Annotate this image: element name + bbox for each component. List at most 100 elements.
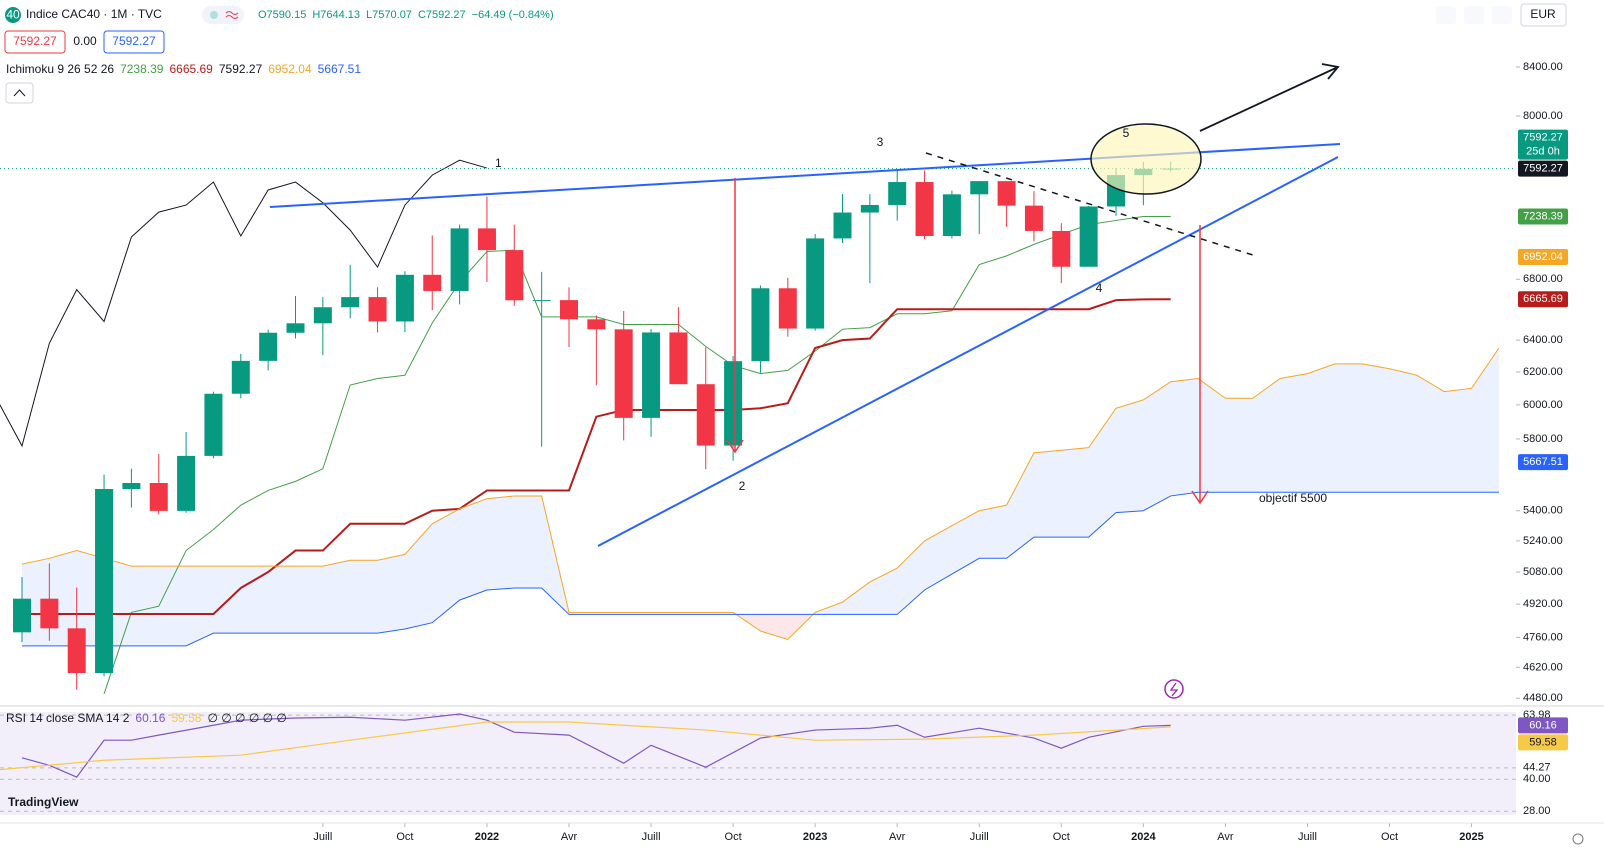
ask: 7592.27: [112, 34, 156, 48]
x-tick-label: 2023: [803, 831, 827, 843]
x-tick-label: Oct: [1381, 831, 1398, 843]
cloud: [1198, 378, 1226, 493]
cloud: [432, 508, 460, 623]
x-tick-label: Juill: [313, 831, 332, 843]
last-price-tag: [1518, 129, 1568, 160]
candle-body: [915, 182, 934, 237]
x-tick-label: 2022: [475, 831, 499, 843]
candle-body: [313, 307, 332, 324]
symbol-badge: 40: [6, 8, 20, 22]
cloud: [459, 498, 487, 601]
bid-box[interactable]: [4, 30, 66, 54]
arrow: [1191, 225, 1209, 505]
y-tick-label: 5240.00: [1523, 535, 1563, 547]
arrow: [726, 178, 744, 454]
indicator-tag: [1518, 454, 1568, 471]
indicator-tag: [1518, 208, 1568, 225]
last-price-label: 7592.27: [1523, 131, 1563, 143]
line: [22, 298, 1171, 616]
candle-body: [204, 393, 223, 456]
candle-body: [860, 204, 879, 213]
ohlc-value: H7644.13: [312, 9, 360, 21]
y-tick-label: 8400.00: [1523, 61, 1563, 73]
y-tick-label: 8000.00: [1523, 110, 1563, 122]
ohlc-value: C7592.27: [418, 9, 466, 21]
candle-body: [532, 300, 551, 302]
candle-body: [341, 297, 360, 308]
annotation: 4: [1096, 281, 1103, 295]
ohlc-value: O7590.15: [258, 9, 306, 21]
line: [21, 347, 1500, 641]
cloud: [897, 540, 925, 615]
y-tick-label: 6000.00: [1523, 399, 1563, 411]
status-dot: [210, 11, 218, 19]
candle-body: [149, 483, 168, 511]
bid: 7592.27: [13, 34, 57, 48]
annotation: 3: [877, 135, 884, 149]
cloud: [1061, 447, 1089, 538]
x-tick-label: Oct: [396, 831, 413, 843]
candle-body: [95, 488, 114, 674]
cloud: [1307, 363, 1335, 493]
cloud: [760, 614, 788, 640]
trend-line: [597, 156, 1339, 547]
cloud: [651, 612, 679, 615]
line: [0, 159, 488, 448]
x-tick-label: 2024: [1131, 831, 1156, 843]
rsi-tick-label: 28.00: [1523, 805, 1551, 817]
cloud: [186, 566, 214, 646]
toolbar-button[interactable]: [1492, 6, 1512, 24]
indicator-value: 7238.39: [120, 62, 164, 76]
x-tick-label: Juill: [970, 831, 989, 843]
candle-body: [560, 300, 578, 320]
cloud: [1225, 398, 1253, 493]
ask-box[interactable]: [103, 30, 165, 54]
cloud: [1116, 399, 1144, 513]
status-pill[interactable]: [202, 6, 244, 24]
currency-button[interactable]: [1520, 3, 1567, 27]
candle-body: [231, 360, 250, 394]
line: [21, 713, 1171, 778]
line: [103, 215, 1171, 694]
candle-body: [669, 332, 688, 385]
collapse-icon: [13, 89, 26, 97]
candle-body: [122, 483, 141, 489]
logo: TradingView: [8, 795, 79, 809]
countdown: 25d 0h: [1526, 145, 1560, 157]
cloud: [569, 612, 597, 615]
y-tick-label: 5080.00: [1523, 566, 1563, 578]
x-tick-label: Oct: [1053, 831, 1070, 843]
indicator-tag: [1518, 291, 1568, 308]
cloud: [158, 566, 187, 646]
cloud: [1416, 375, 1445, 493]
event-icon[interactable]: [1164, 679, 1184, 699]
settings-icon[interactable]: [1572, 833, 1584, 845]
candle-body: [505, 250, 524, 301]
candle-body: [67, 628, 86, 674]
indicator-value: 6665.69: [169, 62, 213, 76]
candle-body: [614, 329, 633, 418]
rsi-tag: [1518, 734, 1568, 751]
toolbar-button[interactable]: [1436, 6, 1456, 24]
x-tick-label: Oct: [725, 831, 742, 843]
cloud: [1280, 373, 1308, 493]
symbol-title[interactable]: Indice CAC40 · 1M · TVC: [26, 7, 162, 21]
rsi-tag-label: 60.16: [1529, 719, 1557, 731]
cloud: [951, 510, 980, 575]
candle-body: [696, 384, 715, 446]
ohlc-value: −64.49 (−0.84%): [472, 9, 554, 21]
indicator-tag-label: 6952.04: [1523, 251, 1563, 263]
cloud: [486, 495, 515, 590]
rsi-tag-label: 59.58: [1529, 736, 1557, 748]
toolbar-button[interactable]: [1464, 6, 1484, 24]
collapse-button[interactable]: [5, 82, 34, 104]
rsi-tick-label: 44.27: [1523, 762, 1551, 774]
y-tick-label: 4760.00: [1523, 631, 1563, 643]
candle-body: [40, 598, 59, 629]
cloud: [514, 495, 542, 588]
cloud: [240, 566, 269, 634]
cloud: [1170, 378, 1199, 496]
candle-body: [642, 332, 661, 418]
ohlc-value: L7570.07: [366, 9, 412, 21]
